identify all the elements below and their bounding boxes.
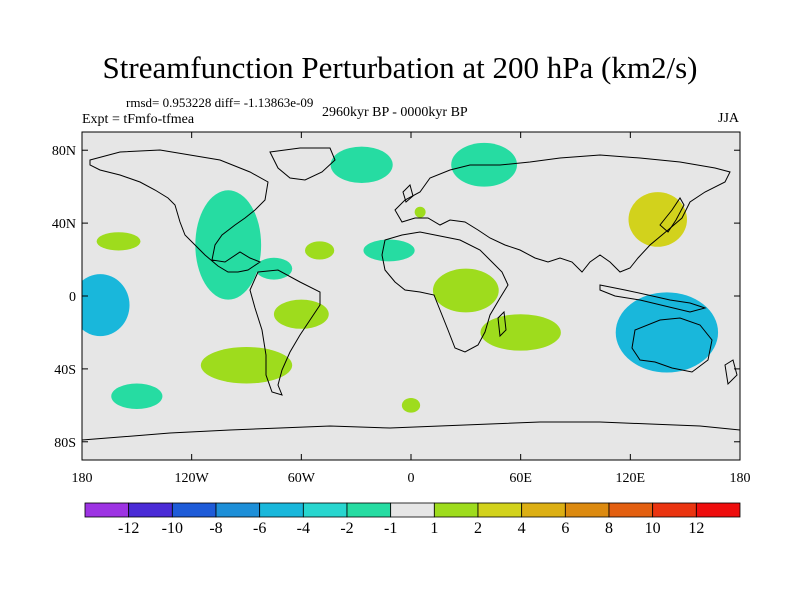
colorbar: -12 -10 -8 -6 -4 -2 -1 1 2 4 6 8 10 12	[84, 502, 741, 537]
colorbar-label: 6	[561, 520, 569, 537]
contour-region-n-america-low	[195, 190, 262, 300]
y-tick-label: 0	[69, 290, 76, 305]
colorbar-swatch	[652, 502, 697, 518]
colorbar-swatch	[477, 502, 523, 518]
colorbar-swatch	[346, 502, 392, 518]
contour-region-s-america-high	[200, 347, 293, 384]
colorbar-label: -8	[209, 520, 222, 537]
x-tick-label: 180	[72, 471, 93, 486]
colorbar-label: 12	[688, 520, 704, 537]
coastline-australia	[631, 317, 713, 373]
coastline-madagascar	[497, 310, 507, 338]
contour-region-s-africa-high	[480, 314, 561, 351]
coastline-north-america	[89, 149, 269, 273]
contour-region-japan-high	[628, 192, 687, 247]
contour-region-mid-atlantic-high	[304, 241, 335, 260]
colorbar-swatch	[433, 502, 479, 518]
colorbar-label: -10	[162, 520, 183, 537]
coastline-japan	[659, 197, 685, 233]
x-tick-label: 120E	[616, 471, 646, 486]
colorbar-label: 2	[474, 520, 482, 537]
coastline-africa	[381, 231, 509, 353]
contour-region-central-atlantic-low	[363, 239, 415, 262]
y-tick-label: 40N	[52, 217, 76, 232]
chart-title: Streamfunction Perturbation at 200 hPa (…	[102, 50, 698, 85]
contour-region-south-atlantic-high	[401, 398, 421, 413]
colorbar-swatch	[608, 502, 654, 518]
colorbar-label: 10	[645, 520, 661, 537]
contour-region-caribbean-low	[255, 257, 293, 280]
x-tick-label: 120W	[175, 471, 210, 486]
x-tick-label: 180	[730, 471, 751, 486]
contour-fill-layer	[82, 142, 719, 413]
contour-region-pacific-equatorial-low	[82, 274, 130, 337]
contour-region-australia-low	[615, 292, 719, 373]
colorbar-swatch	[521, 502, 566, 518]
coastline-antarctica	[82, 421, 740, 441]
colorbar-swatch	[84, 502, 130, 518]
colorbar-label: -1	[384, 520, 397, 537]
colorbar-label: 4	[518, 520, 526, 537]
colorbar-swatch	[564, 502, 610, 518]
colorbar-swatch	[302, 502, 348, 518]
x-tick-label: 0	[408, 471, 415, 486]
coastline-new-zealand	[724, 359, 738, 386]
y-tick-label: 40S	[54, 363, 76, 378]
colorbar-swatch	[390, 502, 435, 518]
colorbar-swatch	[171, 502, 217, 518]
contour-region-s-pacific-low	[111, 383, 163, 409]
colorbar-swatch	[259, 502, 304, 518]
contour-region-n-atlantic-low	[330, 146, 393, 184]
colorbar-swatch	[215, 502, 261, 518]
stats-line: rmsd= 0.953228 diff= -1.13863e-09	[126, 95, 314, 110]
colorbar-label: 8	[605, 520, 613, 537]
experiment-label: Expt = tFmfo-tfmea	[82, 112, 195, 127]
colorbar-swatch	[695, 502, 741, 518]
axis-ticks: 180 120W 60W 0 60E 120E 180 80N 40N 0 40S 80S	[52, 132, 751, 486]
x-tick-label: 60E	[509, 471, 532, 486]
y-tick-label: 80S	[54, 436, 76, 451]
season-label: JJA	[718, 111, 740, 126]
colorbar-label: -12	[118, 520, 139, 537]
period-label: 2960kyr BP - 0000kyr BP	[322, 105, 468, 120]
x-tick-label: 60W	[288, 471, 316, 486]
contour-region-w-atlantic-high	[273, 299, 329, 329]
coastline-indonesia	[599, 284, 707, 313]
coastline-eurasia	[394, 154, 731, 273]
coastline-uk	[402, 184, 414, 203]
coastline-layer	[82, 147, 740, 441]
contour-region-e-pacific-high	[96, 232, 141, 251]
y-tick-label: 80N	[52, 144, 76, 159]
colorbar-label: 1	[430, 520, 438, 537]
colorbar-label: -6	[253, 520, 266, 537]
contour-region-africa-high	[432, 268, 499, 313]
colorbar-label: -4	[297, 520, 310, 537]
coastline-south-america	[249, 269, 321, 396]
colorbar-label: -2	[340, 520, 353, 537]
contour-region-europe-high	[414, 206, 426, 218]
coastline-greenland	[269, 147, 336, 181]
colorbar-swatch	[128, 502, 173, 518]
